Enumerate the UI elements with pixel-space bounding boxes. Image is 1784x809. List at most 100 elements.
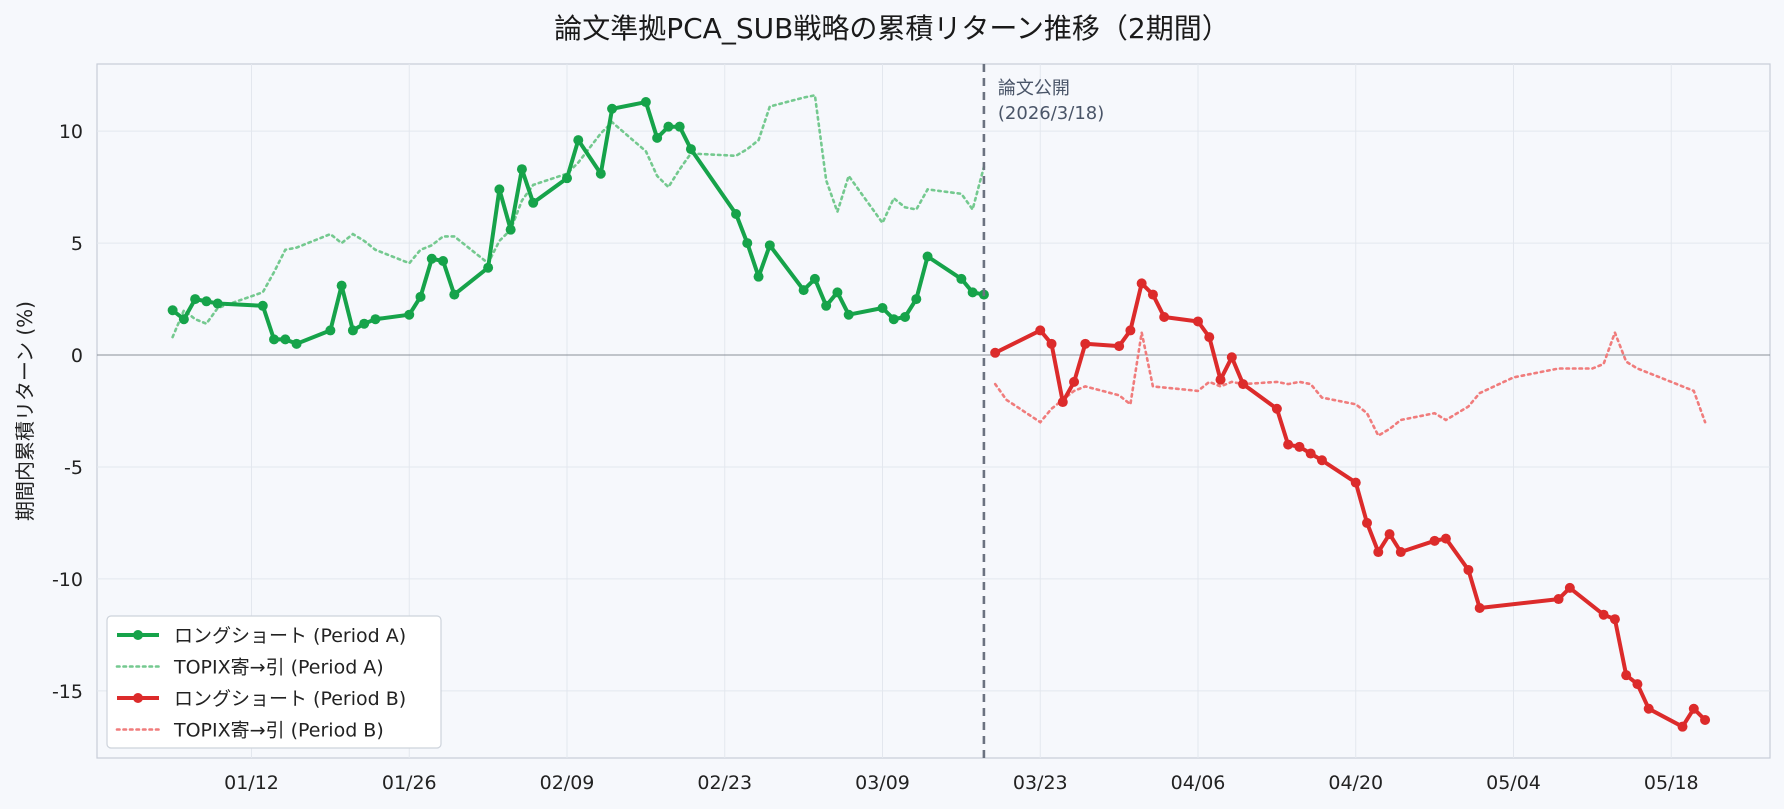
x-tick-label: 01/12 xyxy=(224,772,279,794)
x-tick-label: 02/23 xyxy=(697,772,752,794)
legend-item: ロングショート (Period A) xyxy=(117,625,406,647)
x-tick-label: 01/26 xyxy=(382,772,437,794)
data-point xyxy=(1474,603,1485,614)
data-point xyxy=(212,298,223,309)
data-point xyxy=(1598,609,1609,620)
data-point xyxy=(1362,517,1373,528)
data-point xyxy=(415,291,426,302)
data-point xyxy=(291,338,302,349)
data-point xyxy=(832,287,843,298)
data-point xyxy=(178,314,189,325)
x-tick-label: 05/04 xyxy=(1486,772,1541,794)
data-point xyxy=(843,309,854,320)
data-point xyxy=(1688,703,1699,714)
data-point xyxy=(1125,325,1136,336)
chart-title: 論文準拠PCA_SUB戦略の累積リターン推移（2期間） xyxy=(554,12,1229,45)
data-point xyxy=(809,273,820,284)
data-point xyxy=(888,314,899,325)
legend-marker xyxy=(133,693,143,703)
series-line xyxy=(993,328,1707,438)
data-point xyxy=(426,253,437,264)
data-point xyxy=(607,103,618,114)
data-point xyxy=(922,251,933,262)
data-point xyxy=(347,325,358,336)
data-point xyxy=(911,294,922,305)
data-point xyxy=(1147,289,1158,300)
data-point xyxy=(257,300,268,311)
data-point xyxy=(505,224,516,235)
data-point xyxy=(652,132,663,143)
data-point xyxy=(1350,477,1361,488)
x-tick-label: 03/23 xyxy=(1013,772,1068,794)
data-point xyxy=(404,309,415,320)
data-point xyxy=(1609,614,1620,625)
data-point xyxy=(1271,403,1282,414)
data-point xyxy=(516,164,527,175)
y-axis-ticks: 10 5 0 -5 -10 -15 xyxy=(52,121,83,703)
data-point xyxy=(1621,670,1632,681)
data-point xyxy=(1305,448,1316,459)
data-point xyxy=(1193,316,1203,327)
x-axis-ticks: 01/12 01/26 02/09 02/23 03/09 03/23 04/06 04/20… xyxy=(224,772,1699,794)
data-point xyxy=(967,287,978,298)
data-point xyxy=(753,271,764,282)
data-point xyxy=(573,135,584,146)
data-point xyxy=(359,318,370,329)
data-point xyxy=(877,303,888,314)
series-line xyxy=(171,93,986,339)
data-point xyxy=(167,305,178,316)
x-tick-label: 04/06 xyxy=(1171,772,1226,794)
data-point xyxy=(1373,547,1384,558)
legend-item: ロングショート (Period B) xyxy=(117,688,406,710)
data-point xyxy=(528,197,539,208)
data-point xyxy=(1159,311,1170,322)
data-point xyxy=(1080,338,1091,349)
legend-box xyxy=(106,615,442,749)
legend-label: ロングショート (Period B) xyxy=(174,688,406,710)
legend-item: TOPIX寄→引 (Period B) xyxy=(115,720,384,742)
series-0 xyxy=(167,97,989,349)
data-point xyxy=(449,289,460,300)
y-tick-label: -10 xyxy=(52,569,83,591)
data-point xyxy=(1395,547,1406,558)
x-tick-label: 05/18 xyxy=(1644,772,1699,794)
data-point xyxy=(1069,376,1080,387)
legend-marker xyxy=(133,630,143,640)
data-point xyxy=(336,280,347,291)
data-point xyxy=(269,334,280,345)
data-point xyxy=(1700,714,1711,725)
data-point xyxy=(1632,679,1643,690)
x-tick-label: 02/09 xyxy=(540,772,595,794)
data-point xyxy=(494,184,505,195)
data-point xyxy=(1226,352,1237,363)
y-axis-label: 期間内累積リターン (%) xyxy=(13,301,37,521)
series-3 xyxy=(993,328,1707,438)
y-tick-label: -5 xyxy=(64,457,83,479)
data-point xyxy=(1677,721,1688,732)
data-point xyxy=(1440,533,1451,544)
data-point xyxy=(821,300,832,311)
data-point xyxy=(1429,535,1440,546)
data-point xyxy=(990,347,1001,358)
data-point xyxy=(325,325,336,336)
data-point xyxy=(1057,397,1068,408)
data-point xyxy=(900,311,911,322)
data-point xyxy=(742,238,753,249)
data-point xyxy=(674,121,685,132)
series-line xyxy=(994,281,1707,729)
legend: ロングショート (Period A) TOPIX寄→引 (Period A) ロング… xyxy=(106,615,442,749)
data-point xyxy=(201,296,212,307)
y-tick-label: 10 xyxy=(59,121,83,143)
series-1 xyxy=(171,93,986,339)
data-point xyxy=(1136,278,1147,289)
legend-label: ロングショート (Period A) xyxy=(174,625,406,647)
annotation-line-1: 論文公開 xyxy=(998,78,1070,99)
data-point xyxy=(764,240,775,251)
data-point xyxy=(1283,439,1294,450)
data-point xyxy=(956,273,967,284)
data-point xyxy=(1384,529,1395,540)
y-tick-label: -15 xyxy=(52,681,83,703)
series-2 xyxy=(990,278,1711,732)
data-point xyxy=(438,256,449,267)
data-point xyxy=(685,144,696,155)
